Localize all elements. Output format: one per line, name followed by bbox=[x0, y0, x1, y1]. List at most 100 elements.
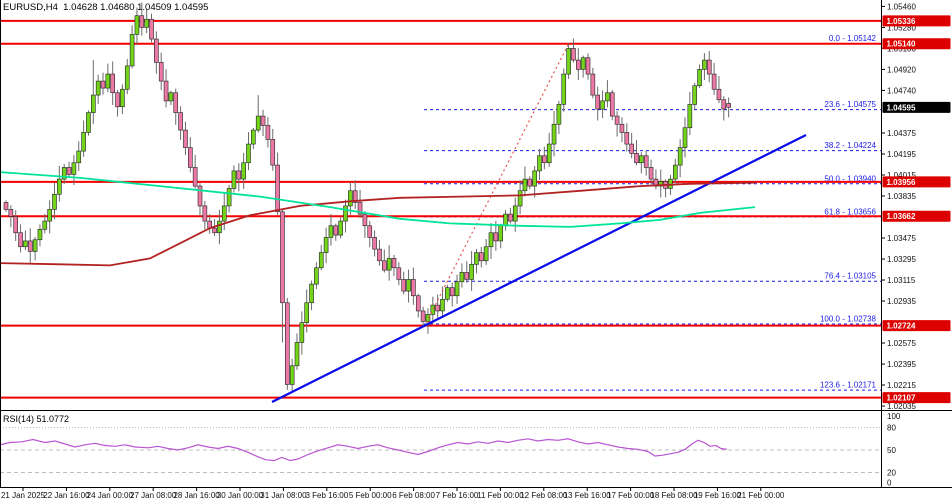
bearish-candle bbox=[585, 57, 591, 75]
bullish-candle bbox=[474, 252, 479, 265]
bullish-candle bbox=[221, 205, 227, 222]
bullish-candle bbox=[672, 164, 678, 180]
price-tick-label: 1.02215 bbox=[887, 381, 916, 390]
bullish-candle bbox=[459, 272, 465, 283]
fib-level-label: 0.0 - 1.05142 bbox=[829, 34, 877, 43]
bearish-candle bbox=[158, 62, 164, 82]
bearish-candle bbox=[8, 209, 14, 217]
bearish-candle bbox=[197, 185, 203, 207]
line-price-badge-text: 1.03956 bbox=[887, 178, 916, 187]
bullish-candle bbox=[251, 129, 256, 145]
time-tick-label: 28 Jan 16:00 bbox=[173, 491, 220, 500]
bearish-candle bbox=[449, 287, 455, 297]
bearish-candle bbox=[391, 258, 397, 269]
bullish-candle bbox=[289, 365, 295, 385]
bullish-candle bbox=[445, 287, 450, 300]
time-tick-label: 12 Feb 08:00 bbox=[520, 491, 568, 500]
bullish-candle bbox=[454, 281, 460, 297]
bullish-candle bbox=[91, 94, 96, 113]
line-price-badge-bg bbox=[882, 392, 951, 404]
bullish-candle bbox=[702, 59, 707, 70]
bearish-candle bbox=[435, 304, 440, 312]
bearish-candle bbox=[362, 213, 368, 227]
bearish-candle bbox=[357, 202, 363, 215]
bearish-candle bbox=[13, 216, 18, 234]
line-price-badge-text: 1.03662 bbox=[887, 212, 916, 221]
fib-level-label: 61.8 - 1.03656 bbox=[824, 207, 876, 216]
bearish-candle bbox=[110, 73, 115, 94]
bullish-candle bbox=[343, 205, 348, 222]
bearish-candle bbox=[527, 178, 533, 187]
bearish-candle bbox=[634, 153, 639, 164]
bearish-candle bbox=[149, 18, 154, 40]
bearish-candle bbox=[66, 167, 72, 175]
bullish-candle bbox=[95, 80, 101, 96]
fib-level-label: 38.2 - 1.04224 bbox=[824, 141, 876, 150]
bullish-candle bbox=[338, 220, 343, 236]
bullish-candle bbox=[503, 213, 508, 227]
bullish-candle bbox=[537, 155, 542, 172]
time-tick-label: 6 Feb 08:00 bbox=[392, 491, 435, 500]
bullish-candle bbox=[71, 162, 77, 175]
bullish-candle bbox=[309, 283, 314, 304]
bullish-candle bbox=[168, 92, 174, 102]
bearish-candle bbox=[367, 225, 373, 238]
bullish-candle bbox=[639, 155, 644, 164]
bearish-candle bbox=[624, 132, 630, 145]
bearish-candle bbox=[508, 213, 513, 222]
bearish-candle bbox=[265, 125, 271, 140]
bearish-candle bbox=[716, 88, 722, 101]
bearish-candle bbox=[377, 248, 382, 262]
bearish-candle bbox=[100, 80, 106, 89]
bullish-candle bbox=[86, 112, 91, 133]
bid-price-badge-bg bbox=[882, 101, 951, 113]
bullish-candle bbox=[23, 240, 28, 248]
bearish-candle bbox=[643, 155, 649, 168]
bearish-candle bbox=[280, 211, 285, 304]
time-tick-label: 24 Jan 00:00 bbox=[87, 491, 134, 500]
bullish-candle bbox=[692, 85, 698, 105]
bearish-candle bbox=[163, 80, 169, 102]
ascending-trendline[interactable] bbox=[271, 133, 807, 403]
price-tick-label: 1.04740 bbox=[887, 86, 916, 95]
price-tick-label: 1.04375 bbox=[887, 129, 916, 138]
price-tick-label: 1.02575 bbox=[887, 339, 916, 348]
price-axis[interactable]: 1.054601.052801.051001.049201.047401.043… bbox=[881, 2, 951, 488]
bearish-candle bbox=[260, 115, 266, 126]
bullish-candle bbox=[81, 132, 86, 152]
bearish-candle bbox=[202, 205, 208, 222]
bearish-candle bbox=[415, 295, 421, 312]
bullish-candle bbox=[144, 18, 149, 28]
bullish-candle bbox=[532, 170, 537, 187]
bullish-candle bbox=[566, 48, 571, 75]
bullish-candle bbox=[255, 115, 261, 131]
bullish-candle bbox=[687, 104, 693, 129]
bearish-candle bbox=[595, 94, 601, 110]
bullish-candle bbox=[517, 190, 523, 207]
bullish-candle bbox=[120, 88, 125, 108]
price-tick-label: 1.03475 bbox=[887, 234, 916, 243]
bullish-candle bbox=[483, 246, 489, 262]
bearish-candle bbox=[571, 48, 576, 61]
bullish-candle bbox=[323, 237, 329, 253]
bearish-candle bbox=[711, 73, 717, 90]
price-tick-label: 1.02035 bbox=[887, 402, 916, 411]
bullish-candle bbox=[677, 147, 683, 166]
rsi-scale-label: 100 bbox=[887, 412, 901, 421]
bearish-candle bbox=[590, 73, 596, 96]
price-tick-label: 1.04195 bbox=[887, 150, 916, 159]
price-tick-label: 1.03835 bbox=[887, 192, 916, 201]
bearish-candle bbox=[236, 170, 242, 180]
time-tick-label: 21 Feb 00:00 bbox=[737, 491, 785, 500]
bearish-candle bbox=[609, 92, 615, 117]
fast-moving-average-line bbox=[0, 171, 756, 228]
dotted-impulse-trendline[interactable] bbox=[423, 44, 569, 328]
price-tick-label: 1.04920 bbox=[887, 65, 916, 74]
bullish-candle bbox=[386, 258, 392, 271]
time-tick-label: 5 Feb 00:00 bbox=[349, 491, 392, 500]
bullish-candle bbox=[469, 263, 474, 280]
bullish-candle bbox=[580, 57, 586, 70]
